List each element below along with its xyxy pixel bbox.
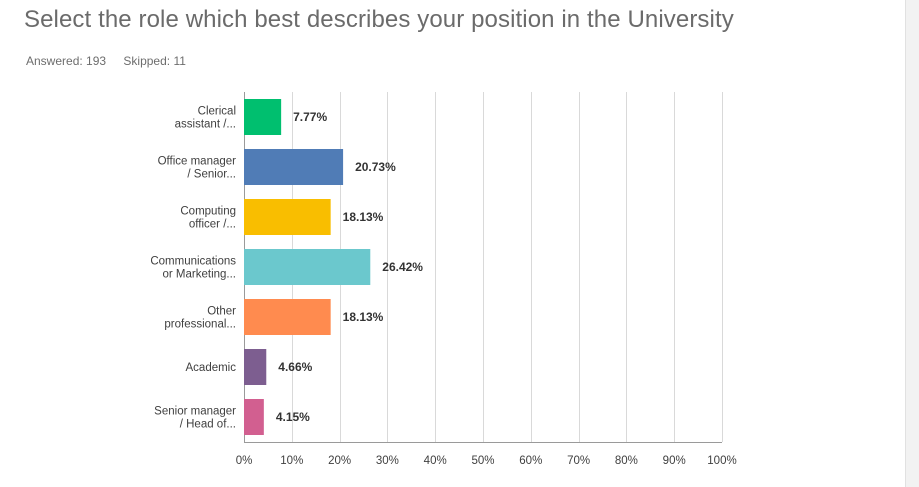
- data-label: 18.13%: [343, 310, 384, 324]
- x-tick-label: 10%: [280, 455, 303, 467]
- x-tick-label: 20%: [328, 455, 351, 467]
- category-label: assistant /...: [175, 119, 236, 131]
- category-label: Other: [207, 306, 236, 318]
- category-label: / Head of...: [180, 419, 236, 431]
- scrollbar-track[interactable]: [905, 0, 919, 487]
- category-label: / Senior...: [187, 169, 236, 181]
- x-tick-label: 100%: [707, 455, 736, 467]
- bar: [244, 249, 371, 285]
- category-label: Academic: [186, 362, 237, 374]
- category-label: Computing: [180, 206, 236, 218]
- bar: [244, 299, 331, 335]
- category-label: officer /...: [189, 219, 236, 231]
- x-tick-label: 60%: [519, 455, 542, 467]
- answered-count: Answered: 193: [26, 54, 107, 68]
- bar: [244, 199, 331, 235]
- skipped-count: Skipped: 11: [123, 54, 186, 68]
- response-stats: Answered: 193 Skipped: 11: [26, 54, 200, 68]
- data-label: 26.42%: [382, 260, 423, 274]
- x-tick-label: 70%: [567, 455, 590, 467]
- category-label: Communications: [150, 256, 236, 268]
- bar: [244, 149, 344, 185]
- x-tick-label: 80%: [615, 455, 638, 467]
- x-tick-label: 0%: [236, 455, 253, 467]
- category-label: Clerical: [198, 106, 236, 118]
- data-label: 4.15%: [276, 410, 310, 424]
- x-tick-label: 30%: [376, 455, 399, 467]
- bar: [244, 349, 267, 385]
- x-tick-label: 40%: [424, 455, 447, 467]
- category-label: Office manager: [158, 156, 237, 168]
- bar: [244, 99, 282, 135]
- data-label: 7.77%: [293, 110, 327, 124]
- data-label: 18.13%: [343, 210, 384, 224]
- question-title: Select the role which best describes you…: [24, 6, 734, 33]
- category-label: Senior manager: [154, 406, 236, 418]
- x-tick-label: 50%: [471, 455, 494, 467]
- data-label: 4.66%: [278, 360, 312, 374]
- data-label: 20.73%: [355, 160, 396, 174]
- category-label: or Marketing...: [163, 269, 237, 281]
- bar: [244, 399, 264, 435]
- category-label: professional...: [164, 319, 236, 331]
- x-tick-label: 90%: [663, 455, 686, 467]
